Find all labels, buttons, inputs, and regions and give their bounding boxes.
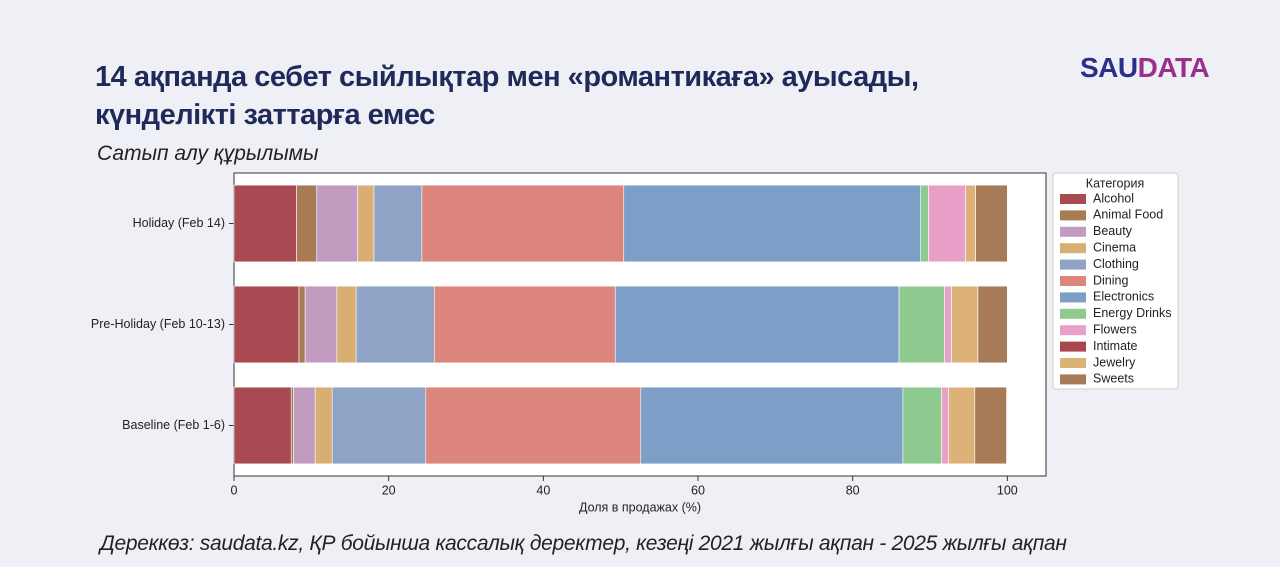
x-tick-label: 20 xyxy=(382,483,396,497)
legend-swatch xyxy=(1060,210,1086,221)
bar-segment xyxy=(355,285,435,364)
legend-label: Clothing xyxy=(1093,257,1139,271)
bar-segment xyxy=(975,184,1008,263)
legend-label: Sweets xyxy=(1093,372,1134,386)
bar-segment xyxy=(944,285,952,364)
legend-label: Dining xyxy=(1093,273,1128,287)
bar-segment xyxy=(951,285,979,364)
legend-swatch xyxy=(1060,374,1086,385)
legend-title: Категория xyxy=(1086,176,1144,190)
legend-swatch xyxy=(1060,358,1086,368)
bar-segment xyxy=(316,184,359,263)
y-tick-label: Holiday (Feb 14) xyxy=(133,216,225,230)
x-axis-title: Доля в продажах (%) xyxy=(579,500,701,514)
bar-segment xyxy=(233,386,292,465)
legend-label: Alcohol xyxy=(1093,191,1134,205)
bar-segment xyxy=(296,184,318,263)
bar-segment xyxy=(433,285,616,364)
y-tick-label: Pre-Holiday (Feb 10-13) xyxy=(91,317,225,331)
bar-segment xyxy=(293,386,316,465)
bar-segment xyxy=(948,386,976,465)
x-tick-label: 80 xyxy=(846,483,860,497)
legend-swatch xyxy=(1060,276,1086,286)
bar-segment xyxy=(373,184,423,263)
bar-segment xyxy=(640,386,904,465)
bar-segment xyxy=(941,386,949,465)
bar-segment xyxy=(614,285,900,364)
bar-segment xyxy=(965,184,976,263)
chart: Доля в продажах (%) Категория 0 20 40 60 80 1… xyxy=(91,172,1179,514)
source-note: Дереккөз: saudata.kz, ҚР бойынша кассалы… xyxy=(100,532,1067,555)
legend-label: Electronics xyxy=(1093,290,1154,304)
chart-title: 14 ақпанда себет сыйлықтар мен «романтик… xyxy=(95,61,919,131)
legend-swatch xyxy=(1060,243,1086,254)
bar-segment xyxy=(331,386,427,465)
legend-swatch xyxy=(1060,341,1086,352)
bar-segment xyxy=(920,184,929,263)
legend-swatch xyxy=(1060,308,1086,319)
bar-segment xyxy=(623,184,922,263)
bar-segment xyxy=(304,285,338,364)
legend-swatch xyxy=(1060,325,1086,336)
x-tick-label: 60 xyxy=(691,483,705,497)
bar-segment xyxy=(314,386,333,465)
bar-segment xyxy=(928,184,966,263)
legend-label: Intimate xyxy=(1093,339,1138,353)
legend-label: Animal Food xyxy=(1093,208,1163,222)
legend-swatch xyxy=(1060,259,1086,270)
legend-swatch xyxy=(1060,194,1086,204)
legend-label: Flowers xyxy=(1093,322,1137,336)
x-tick-label: 0 xyxy=(231,483,238,497)
legend-label: Beauty xyxy=(1093,224,1133,238)
bar-segment xyxy=(298,285,306,364)
x-tick-label: 40 xyxy=(536,483,550,497)
y-tick-label: Baseline (Feb 1-6) xyxy=(122,418,225,432)
bar-segment xyxy=(421,184,625,263)
bar-segment xyxy=(425,386,642,465)
chart-subtitle: Сатып алу құрылымы xyxy=(97,142,319,165)
legend-swatch xyxy=(1060,226,1086,237)
legend-label: Cinema xyxy=(1093,240,1136,254)
legend-swatch xyxy=(1060,292,1086,303)
bar-segment xyxy=(233,285,300,364)
logo-part: DATA xyxy=(1137,52,1210,83)
legend-label: Energy Drinks xyxy=(1093,306,1172,320)
logo-part: SAU xyxy=(1080,52,1138,83)
logo: SAUDATA xyxy=(1080,52,1210,84)
bar-segment xyxy=(357,184,375,263)
bar-segment xyxy=(290,386,294,465)
bar-segment xyxy=(336,285,357,364)
legend-label: Jewelry xyxy=(1093,355,1136,369)
bar-segment xyxy=(977,285,1008,364)
bar-segment xyxy=(898,285,945,364)
x-tick-label: 100 xyxy=(997,483,1018,497)
bar-segment xyxy=(974,386,1007,465)
bar-segment xyxy=(233,184,297,263)
bar-segment xyxy=(902,386,942,465)
